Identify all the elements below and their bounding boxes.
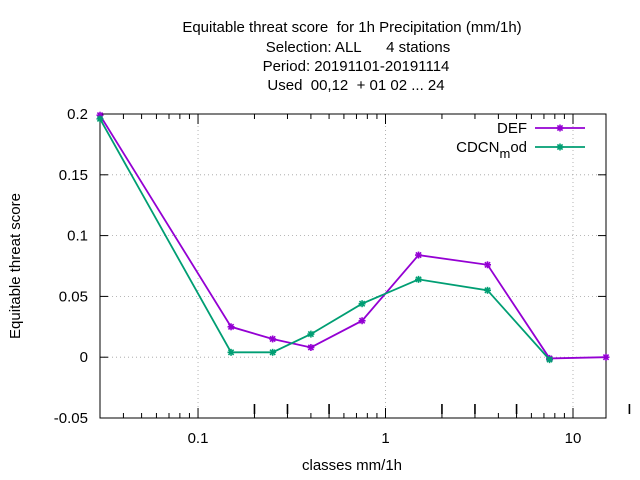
legend-entry-def[interactable]: DEF bbox=[497, 120, 585, 137]
grid bbox=[100, 114, 606, 418]
y-tick-label: -0.05 bbox=[54, 410, 88, 427]
title-line-1: Equitable threat score for 1h Precipitat… bbox=[182, 19, 521, 36]
legend-label-cdcn-main: CDCN bbox=[456, 139, 499, 156]
data-point bbox=[269, 335, 277, 343]
x-axis-label: classes mm/1h bbox=[302, 457, 402, 474]
series-cdcn-mod bbox=[96, 115, 554, 364]
data-point bbox=[358, 317, 366, 325]
title-line-4: Used 00,12 + 01 02 ... 24 bbox=[267, 77, 444, 94]
data-point bbox=[269, 348, 277, 356]
legend-label-cdcn-sub: m bbox=[499, 146, 510, 161]
y-tick-label: 0.2 bbox=[67, 106, 88, 123]
legend-entry-cdcn-mod[interactable]: CDCNmod bbox=[456, 139, 585, 161]
legend-label-cdcn-mod: CDCNmod bbox=[456, 139, 527, 161]
title-line-3: Period: 20191101-20191114 bbox=[263, 58, 450, 75]
x-tick-label: 10 bbox=[565, 430, 582, 447]
legend-marker bbox=[556, 143, 564, 151]
y-tick-label: 0.05 bbox=[59, 288, 88, 305]
y-tick-label: 0.15 bbox=[59, 167, 88, 184]
data-point bbox=[415, 251, 423, 259]
data-point bbox=[358, 300, 366, 308]
data-point bbox=[96, 115, 104, 123]
series-def bbox=[96, 111, 610, 362]
plot-frame bbox=[99, 113, 607, 419]
data-point bbox=[484, 286, 492, 294]
data-point bbox=[307, 343, 315, 351]
data-point bbox=[484, 261, 492, 269]
y-tick-label: 0 bbox=[80, 349, 88, 366]
y-axis-label: Equitable threat score bbox=[7, 193, 24, 339]
legend: DEF CDCNmod bbox=[456, 120, 585, 161]
series-line bbox=[99, 114, 607, 360]
series-layer bbox=[96, 111, 610, 364]
x-tick-label: 1 bbox=[381, 430, 389, 447]
chart-title: Equitable threat score for 1h Precipitat… bbox=[182, 19, 521, 94]
legend-marker bbox=[556, 124, 564, 132]
legend-label-def: DEF bbox=[497, 120, 527, 137]
series-line bbox=[99, 118, 551, 361]
plot-border bbox=[99, 113, 607, 419]
data-point bbox=[227, 323, 235, 331]
y-axis-ticks: -0.05 0 0.05 0.1 0.15 0.2 bbox=[54, 106, 606, 427]
data-point bbox=[415, 275, 423, 283]
legend-label-cdcn-tail: od bbox=[510, 139, 527, 156]
x-tick-label: 0.1 bbox=[188, 430, 209, 447]
y-tick-label: 0.1 bbox=[67, 228, 88, 245]
data-point bbox=[546, 356, 554, 364]
data-point bbox=[227, 348, 235, 356]
title-line-2: Selection: ALL 4 stations bbox=[266, 39, 451, 56]
data-point bbox=[307, 330, 315, 338]
x-axis-ticks: 0.1 1 10 bbox=[122, 114, 631, 447]
data-point bbox=[602, 353, 610, 361]
